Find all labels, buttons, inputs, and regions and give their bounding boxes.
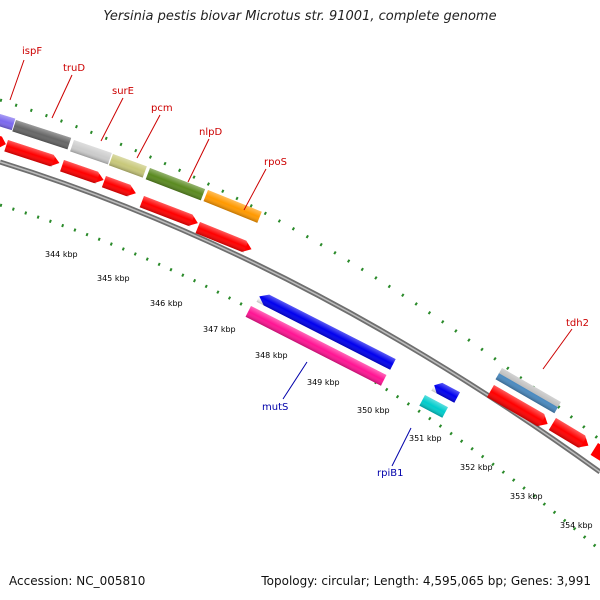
label-leader-lines xyxy=(9,59,573,467)
kbp-label: 349 kbp xyxy=(307,378,340,387)
accession-text: Accession: NC_005810 xyxy=(9,574,146,588)
kbp-tick-labels: 344 kbp 345 kbp 346 kbp 347 kbp 348 kbp … xyxy=(45,250,593,530)
outer-feature-track xyxy=(0,114,561,414)
kbp-label: 354 kbp xyxy=(560,521,593,530)
gene-label-rpiB1[interactable]: rpiB1 xyxy=(377,468,403,479)
gene-label-ispF[interactable]: ispF xyxy=(22,46,42,57)
gene-labels: ispF truD surE pcm nlpD rpoS tdh2 mutS r… xyxy=(22,46,589,479)
kbp-label: 352 kbp xyxy=(460,463,493,472)
kbp-label: 350 kbp xyxy=(357,406,390,415)
kbp-label: 347 kbp xyxy=(203,325,236,334)
cds-arrow[interactable] xyxy=(590,443,600,462)
cds-arrow[interactable] xyxy=(0,136,8,150)
kbp-label: 345 kbp xyxy=(97,274,130,283)
gene-label-rpoS[interactable]: rpoS xyxy=(264,157,287,168)
genome-title: Yersinia pestis biovar Microtus str. 910… xyxy=(103,9,497,24)
gene-label-mutS[interactable]: mutS xyxy=(262,402,288,413)
kbp-label: 353 kbp xyxy=(510,492,543,501)
gene-label-truD[interactable]: truD xyxy=(63,63,85,74)
gene-label-tdh2[interactable]: tdh2 xyxy=(566,318,589,329)
outer-cds-track xyxy=(0,136,600,462)
kbp-label: 346 kbp xyxy=(150,299,183,308)
inner-feature-track xyxy=(245,291,460,418)
kbp-label: 344 kbp xyxy=(45,250,78,259)
gene-label-pcm[interactable]: pcm xyxy=(151,103,173,114)
kbp-label: 351 kbp xyxy=(409,434,442,443)
topology-text: Topology: circular; Length: 4,595,065 bp… xyxy=(261,574,591,588)
gene-label-surE[interactable]: surE xyxy=(112,86,134,97)
kbp-label: 348 kbp xyxy=(255,351,288,360)
gene-label-nlpD[interactable]: nlpD xyxy=(199,127,222,138)
